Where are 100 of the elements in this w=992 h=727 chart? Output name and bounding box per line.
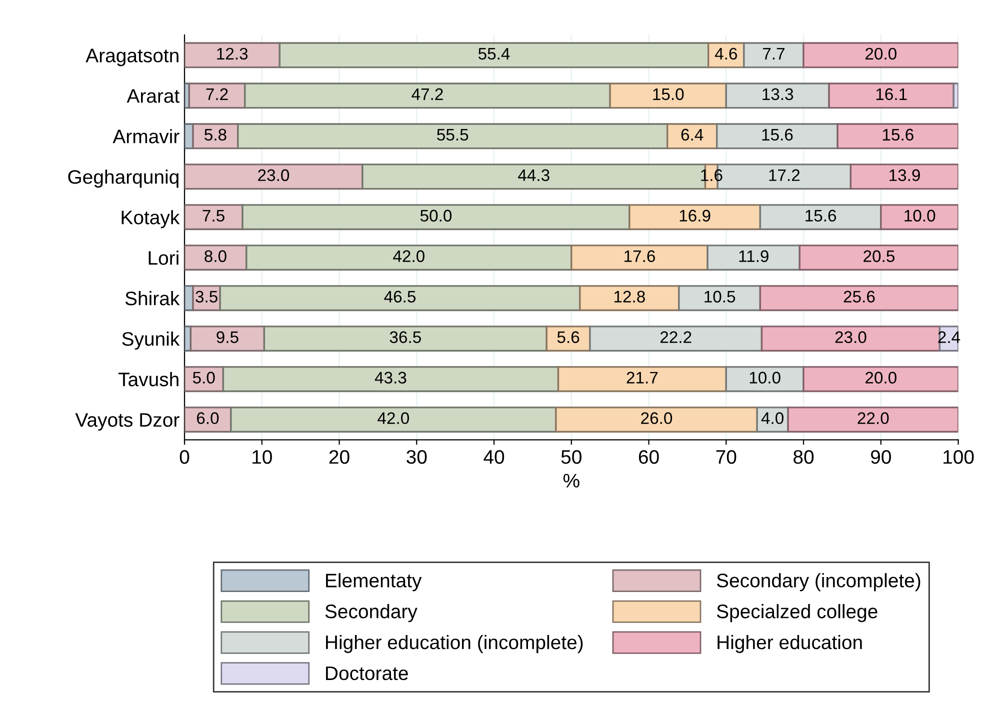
bar — [184, 204, 244, 230]
x-tick-label: 100 — [944, 450, 974, 464]
data-label: 7.5 — [202, 210, 224, 222]
bar — [759, 285, 958, 312]
x-tick-label: 40 — [484, 450, 504, 464]
data-label: 16.9 — [680, 210, 710, 222]
data-label: 13.9 — [890, 169, 920, 182]
data-label: 50.0 — [420, 210, 452, 222]
bar — [952, 82, 958, 109]
bar — [836, 123, 958, 150]
bar — [188, 82, 246, 109]
data-label: 42.0 — [393, 250, 424, 262]
data-label: 13.3 — [762, 88, 794, 100]
bar — [678, 285, 762, 312]
x-tick-label: 90 — [870, 450, 891, 464]
legend-label: Elementaty — [326, 573, 422, 592]
data-label: 15.6 — [882, 128, 914, 141]
legend-label: Higher education — [718, 634, 862, 654]
data-label: 2.4 — [938, 331, 960, 343]
data-label: 25.6 — [844, 290, 875, 303]
legend-label: Higher education (incomplete) — [326, 634, 583, 654]
y-tick-label: Kotayk — [122, 210, 180, 228]
bar — [222, 366, 560, 392]
data-label: 22.2 — [660, 331, 692, 343]
data-label: 15.6 — [762, 128, 793, 141]
data-label: 55.5 — [437, 128, 468, 141]
data-label: 42.0 — [378, 412, 409, 424]
data-label: 4.6 — [714, 48, 737, 60]
data-label: 22.0 — [858, 412, 889, 424]
data-label: 5.6 — [557, 331, 580, 344]
bar — [230, 406, 557, 433]
data-label: 20.5 — [864, 250, 894, 262]
bar — [609, 82, 727, 109]
data-label: 9.5 — [216, 331, 238, 344]
data-label: 5.8 — [204, 128, 226, 141]
data-label: 44.3 — [518, 169, 550, 182]
bar — [244, 82, 611, 109]
data-label: 3.5 — [196, 290, 218, 303]
bar — [716, 123, 838, 150]
bar — [192, 123, 239, 150]
bar — [219, 285, 581, 312]
bar — [557, 366, 727, 392]
x-tick-label: 30 — [406, 450, 427, 464]
bar — [706, 244, 800, 271]
bar — [263, 326, 548, 352]
y-tick-label: Armavir — [112, 129, 180, 144]
y-tick-label: Tavush — [118, 372, 178, 386]
y-tick-label: Syunik — [122, 332, 180, 350]
bar — [570, 244, 708, 271]
legend-label: Specialzed college — [716, 604, 878, 622]
y-tick-label: Shirak — [125, 291, 180, 306]
data-label: 23.0 — [258, 169, 290, 182]
y-tick-label: Ararat — [126, 89, 180, 103]
x-tick-label: 0 — [180, 450, 190, 464]
data-label: 6.0 — [196, 412, 219, 424]
bar — [184, 164, 364, 190]
legend-label: Doctorate — [326, 666, 408, 680]
y-tick-label: Lori — [148, 250, 178, 265]
data-label: 36.5 — [390, 331, 421, 344]
data-label: 20.0 — [866, 372, 896, 384]
data-label: 47.2 — [412, 88, 443, 100]
y-tick-label: Aragatsotn — [86, 48, 178, 66]
data-label: 55.4 — [478, 48, 510, 60]
x-tick-label: 80 — [794, 450, 814, 464]
bar — [666, 123, 718, 150]
data-label: 17.2 — [769, 169, 800, 181]
legend-label: Secondary — [325, 604, 418, 622]
bar — [802, 42, 958, 68]
bar — [190, 326, 266, 352]
bar — [798, 244, 958, 271]
data-label: 8.0 — [204, 250, 226, 262]
data-label: 46.5 — [384, 290, 416, 303]
data-label: 4.0 — [761, 412, 784, 424]
bar — [579, 285, 680, 312]
data-label: 23.0 — [835, 331, 866, 344]
data-label: 7.7 — [763, 48, 784, 60]
bar — [759, 204, 882, 230]
data-label: 11.9 — [739, 250, 768, 262]
data-label: 5.0 — [192, 372, 215, 384]
data-label: 26.0 — [641, 412, 672, 424]
bar — [242, 204, 630, 230]
bar — [184, 42, 281, 68]
x-tick-label: 60 — [638, 450, 659, 464]
bar — [184, 244, 248, 271]
bar — [555, 406, 758, 433]
bar — [880, 204, 958, 230]
x-tick-label: 50 — [561, 450, 582, 464]
bar — [725, 366, 804, 392]
legend-label: Secondary (incomplete) — [716, 573, 920, 592]
x-tick-label: 10 — [252, 450, 272, 464]
data-label: 21.7 — [626, 372, 658, 384]
bar — [743, 42, 804, 68]
data-label: 1.6 — [701, 169, 722, 182]
data-label: 12.3 — [217, 48, 248, 60]
bar — [725, 82, 830, 109]
bar — [850, 164, 958, 190]
y-tick-label: Vayots Dzor — [75, 413, 180, 431]
data-label: 16.1 — [876, 88, 907, 100]
bar — [278, 42, 710, 68]
x-tick-label: 70 — [716, 450, 736, 464]
